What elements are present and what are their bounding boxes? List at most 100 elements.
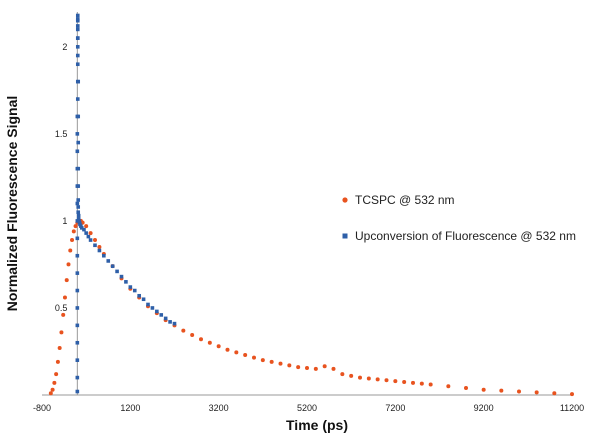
data-point [393, 379, 398, 384]
data-point [384, 378, 389, 383]
data-point [534, 390, 539, 395]
data-point [97, 248, 102, 253]
y-tick-label: 0.5 [55, 303, 68, 313]
data-point [199, 337, 203, 342]
data-point [366, 376, 371, 381]
data-point [93, 243, 97, 248]
data-point [76, 166, 81, 171]
data-point [61, 312, 66, 317]
data-point [84, 224, 89, 229]
data-point [54, 372, 59, 377]
data-point [234, 350, 239, 355]
data-point [76, 79, 81, 84]
data-point [570, 392, 574, 397]
data-point [278, 361, 283, 366]
data-point [296, 365, 301, 370]
data-point [207, 340, 212, 345]
data-point [75, 253, 80, 258]
x-tick-label: 11200 [560, 403, 584, 413]
data-point [75, 375, 80, 380]
legend-label: Upconversion of Fluorescence @ 532 nm [355, 229, 576, 243]
x-tick-label: 9200 [474, 403, 494, 413]
data-point [52, 380, 57, 385]
data-point [75, 36, 80, 40]
data-point [76, 198, 81, 202]
data-point [75, 13, 80, 18]
data-point [75, 236, 80, 241]
y-tick-label: 1 [62, 216, 67, 226]
data-point [243, 352, 248, 357]
x-tick-label: -800 [33, 403, 51, 413]
data-point [55, 359, 60, 364]
data-point [88, 238, 93, 242]
data-point [132, 288, 137, 293]
data-series [48, 13, 574, 397]
data-point [76, 213, 81, 218]
legend-label: TCSPC @ 532 nm [355, 193, 455, 207]
data-point [75, 201, 80, 206]
data-point [375, 377, 380, 382]
data-point [76, 114, 81, 119]
data-point [446, 384, 451, 389]
data-point [481, 387, 486, 392]
data-point [159, 313, 164, 317]
data-point [340, 372, 345, 377]
data-point [464, 386, 468, 391]
legend: TCSPC @ 532 nm Upconversion of Fluorescen… [342, 193, 576, 243]
data-point [75, 45, 80, 49]
data-point [146, 302, 150, 307]
data-point [75, 358, 80, 362]
data-point [75, 340, 80, 345]
data-point [75, 17, 80, 21]
y-axis-title: Normalized Fluorescence Signal [4, 96, 20, 312]
data-point [57, 345, 62, 350]
data-point [68, 248, 73, 253]
data-point [76, 140, 81, 145]
data-point [76, 205, 81, 209]
data-point [75, 271, 80, 275]
axes [42, 12, 572, 396]
data-point [75, 323, 80, 328]
data-point [322, 364, 327, 369]
legend-marker [342, 197, 348, 203]
data-point [128, 285, 133, 289]
data-point [75, 389, 80, 394]
data-point [216, 344, 221, 349]
data-point [75, 27, 80, 32]
data-point [411, 380, 415, 385]
data-point [150, 306, 155, 310]
data-point [59, 330, 64, 335]
data-point [168, 320, 172, 324]
x-tick-label: 7200 [385, 403, 405, 413]
data-point [97, 245, 102, 250]
tick-labels: -800 1200 3200 5200 7200 9200 11200 0.5 1 1.5 2 [33, 42, 584, 413]
series-upconversion [75, 13, 177, 394]
data-point [155, 309, 159, 314]
data-point [82, 227, 86, 232]
legend-marker [342, 233, 348, 239]
data-point [124, 280, 128, 284]
series-tcspc [48, 218, 574, 397]
data-point [305, 366, 309, 371]
data-point [287, 363, 292, 368]
data-point [79, 226, 84, 230]
data-point [106, 259, 111, 263]
y-tick-label: 1.5 [55, 129, 68, 139]
data-point [84, 231, 88, 235]
data-point [190, 332, 195, 337]
data-point [64, 278, 69, 283]
data-point [75, 149, 80, 154]
data-point [517, 389, 521, 394]
data-point [75, 97, 80, 101]
data-point [75, 62, 80, 67]
x-tick-label: 1200 [120, 403, 140, 413]
data-point [75, 53, 80, 58]
data-point [110, 264, 115, 268]
data-point [62, 295, 67, 300]
data-point [75, 132, 80, 136]
data-point [499, 388, 504, 393]
data-point [88, 231, 93, 236]
data-point [75, 24, 80, 28]
